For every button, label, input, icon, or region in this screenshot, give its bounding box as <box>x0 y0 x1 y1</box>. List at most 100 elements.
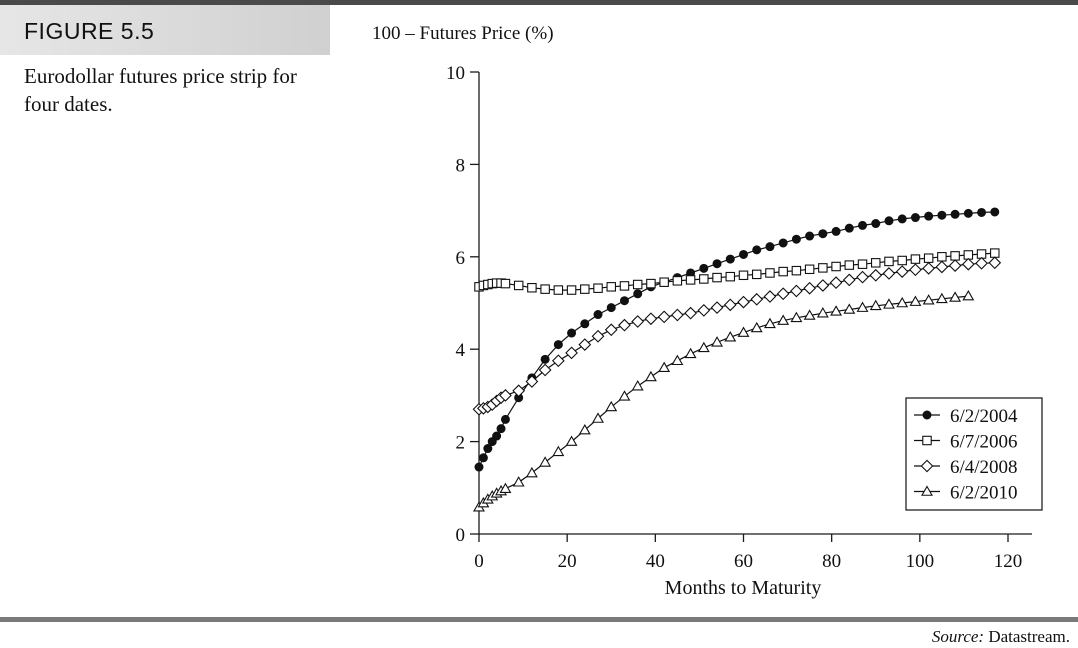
data-point <box>857 259 868 269</box>
data-point <box>492 431 502 441</box>
data-point <box>699 274 709 284</box>
x-tick-label: 120 <box>994 551 1023 572</box>
series-line <box>478 262 995 410</box>
data-point <box>478 453 488 463</box>
data-point <box>831 261 841 272</box>
data-point <box>818 229 828 239</box>
data-point <box>871 219 881 229</box>
data-point <box>699 263 709 273</box>
legend-marker <box>920 459 934 473</box>
data-point <box>723 298 737 312</box>
series-1 <box>474 248 1000 295</box>
x-tick-label: 100 <box>906 551 935 572</box>
data-point <box>750 321 763 333</box>
source-value: Datastream. <box>988 627 1070 646</box>
data-point <box>697 304 711 317</box>
data-point <box>619 296 629 306</box>
data-point <box>844 260 855 270</box>
data-point <box>910 213 920 223</box>
data-point <box>977 207 987 217</box>
data-point <box>527 283 537 293</box>
data-point <box>895 265 909 278</box>
data-point <box>500 414 510 424</box>
data-point <box>869 268 883 282</box>
data-point <box>565 346 578 360</box>
data-point <box>923 253 934 263</box>
source-note: Source: Datastream. <box>932 627 1070 647</box>
data-point <box>910 254 921 264</box>
data-point <box>935 260 949 274</box>
data-point <box>684 347 697 359</box>
data-point <box>631 380 644 391</box>
x-tick-label: 0 <box>474 551 484 572</box>
data-point <box>513 280 524 291</box>
data-point <box>791 234 801 244</box>
data-point <box>593 310 603 320</box>
series-layer <box>472 207 1002 512</box>
data-point <box>818 263 828 273</box>
data-point <box>777 314 790 325</box>
legend: 6/2/2004 6/7/2006 6/4/2008 6/2/2010 <box>905 397 1043 511</box>
data-point <box>909 263 922 277</box>
data-point <box>803 309 816 320</box>
data-point <box>540 284 550 294</box>
data-point <box>500 278 511 289</box>
data-point <box>924 211 934 221</box>
legend-marker <box>921 485 933 496</box>
x-tick-label: 40 <box>646 551 665 572</box>
data-point <box>778 238 788 248</box>
x-tick-label: 60 <box>734 551 753 572</box>
data-point <box>685 275 696 285</box>
data-point <box>764 317 776 329</box>
data-point <box>684 306 697 320</box>
data-point <box>499 482 512 494</box>
y-tick-label: 4 <box>456 340 466 361</box>
data-point <box>605 400 618 412</box>
data-point <box>750 292 764 306</box>
legend-label: 6/2/2010 <box>950 483 1018 504</box>
data-point <box>803 281 817 295</box>
data-point <box>830 305 843 316</box>
data-point <box>897 214 907 224</box>
data-point <box>805 231 815 241</box>
data-point <box>712 259 722 269</box>
data-point <box>776 287 790 301</box>
data-point <box>580 284 590 294</box>
y-axis-title: 100 – Futures Price (%) <box>372 23 554 44</box>
data-point <box>752 245 762 255</box>
data-point <box>790 284 803 298</box>
data-point <box>578 338 592 351</box>
data-point <box>552 445 565 457</box>
data-point <box>897 255 907 266</box>
data-point <box>633 289 643 299</box>
x-tick-label: 80 <box>822 551 841 572</box>
data-point <box>858 220 868 230</box>
data-point <box>842 273 856 287</box>
data-point <box>670 308 684 322</box>
legend-marker <box>922 410 932 420</box>
y-tick-label: 0 <box>456 525 466 546</box>
data-point <box>553 340 563 350</box>
data-point <box>765 268 775 278</box>
data-point <box>765 242 775 252</box>
data-point <box>578 423 591 435</box>
figure-caption: Eurodollar futures price strip for four … <box>24 64 297 116</box>
data-point <box>538 363 552 377</box>
y-tick-label: 2 <box>456 433 466 454</box>
data-point <box>658 361 671 372</box>
data-point <box>975 256 988 270</box>
data-point <box>990 207 1000 217</box>
data-point <box>724 331 737 342</box>
data-point <box>644 312 658 326</box>
data-point <box>988 256 1002 270</box>
y-tick-label: 10 <box>446 63 465 84</box>
data-point <box>525 466 538 478</box>
data-point <box>567 328 577 338</box>
legend-marker <box>922 435 932 446</box>
data-point <box>882 267 896 280</box>
data-point <box>778 266 788 277</box>
data-point <box>950 251 960 261</box>
figure-label: FIGURE 5.5 <box>24 18 155 44</box>
data-point <box>553 285 564 295</box>
